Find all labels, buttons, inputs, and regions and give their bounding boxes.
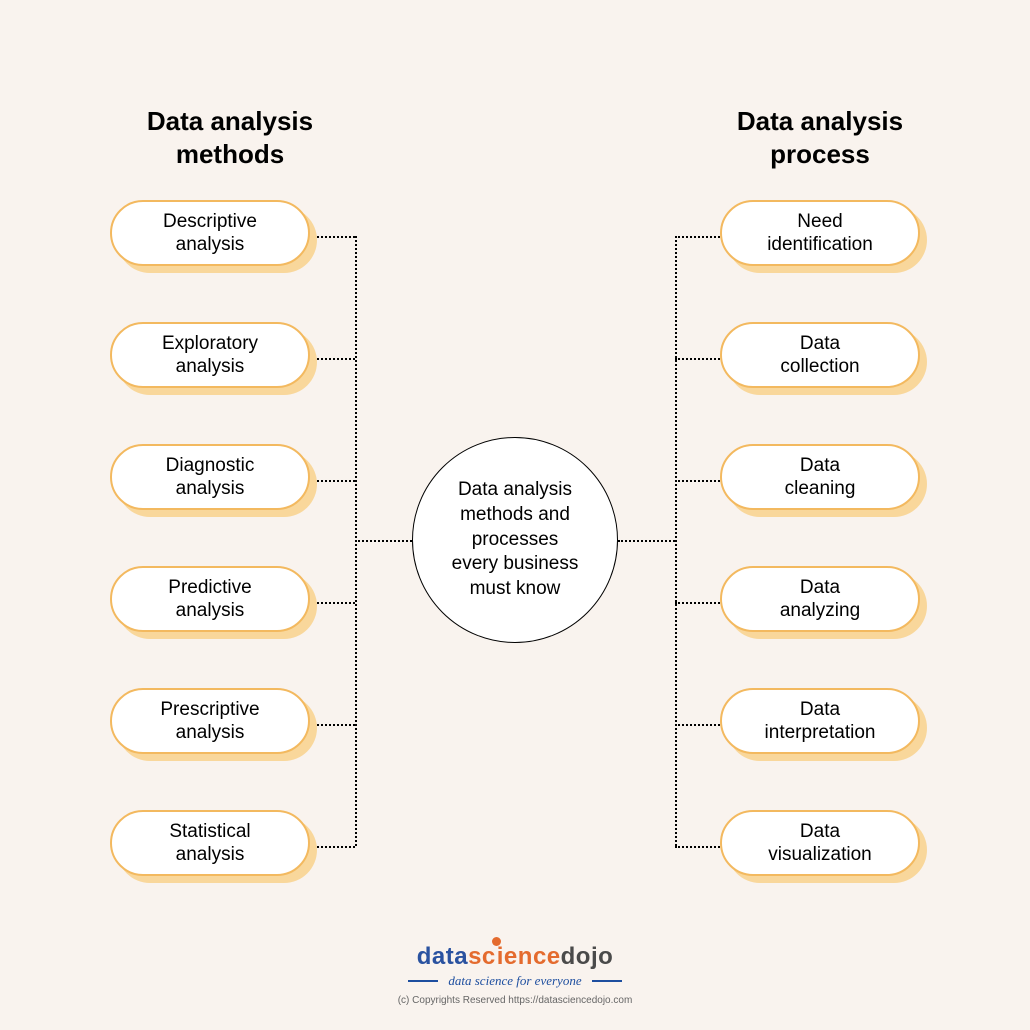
pill-left-5: Statistical analysis [110,810,310,876]
pill-label: Need identification [720,200,920,266]
logo-word-ience: ience [497,943,561,970]
connector-left-stub-1 [317,358,355,360]
connector-right-stub-1 [675,358,720,360]
right-heading: Data analysis process [720,105,920,170]
pill-right-3: Data analyzing [720,566,920,632]
footer: datasciencedojo data science for everyone… [0,943,1030,1006]
logo-word-sc: sc [468,943,496,970]
pill-left-3: Predictive analysis [110,566,310,632]
connector-left-stub-2 [317,480,355,482]
connector-right-stub-3 [675,602,720,604]
pill-left-1: Exploratory analysis [110,322,310,388]
pill-label: Data analyzing [720,566,920,632]
logo-word-dojo: dojo [561,943,614,970]
pill-label: Data cleaning [720,444,920,510]
connector-right-main [618,540,675,542]
copyright: (c) Copyrights Reserved https://datascie… [0,995,1030,1006]
connector-left-stub-5 [317,846,355,848]
pill-label: Exploratory analysis [110,322,310,388]
connector-left-stub-4 [317,724,355,726]
tagline-line-left [408,980,438,982]
connector-right-stub-4 [675,724,720,726]
pill-label: Prescriptive analysis [110,688,310,754]
connector-left-stub-0 [317,236,355,238]
pill-left-2: Diagnostic analysis [110,444,310,510]
pill-label: Diagnostic analysis [110,444,310,510]
connector-right-stub-0 [675,236,720,238]
pill-right-1: Data collection [720,322,920,388]
pill-label: Statistical analysis [110,810,310,876]
center-circle: Data analysis methods and processes ever… [412,437,618,643]
logo-tagline: data science for everyone [0,973,1030,989]
pill-left-0: Descriptive analysis [110,200,310,266]
logo-word-data: data [417,943,468,970]
connector-right-stub-2 [675,480,720,482]
left-heading: Data analysis methods [130,105,330,170]
tagline-text: data science for everyone [448,973,581,989]
connector-left-stub-3 [317,602,355,604]
connector-left-main [355,540,412,542]
pill-label: Data visualization [720,810,920,876]
pill-label: Data interpretation [720,688,920,754]
pill-left-4: Prescriptive analysis [110,688,310,754]
logo-dot-icon [492,937,501,946]
pill-right-5: Data visualization [720,810,920,876]
pill-label: Descriptive analysis [110,200,310,266]
pill-right-2: Data cleaning [720,444,920,510]
connector-right-stub-5 [675,846,720,848]
tagline-line-right [592,980,622,982]
connector-right-trunk [675,236,677,846]
pill-label: Predictive analysis [110,566,310,632]
pill-right-0: Need identification [720,200,920,266]
pill-right-4: Data interpretation [720,688,920,754]
logo: datasciencedojo [0,943,1030,971]
pill-label: Data collection [720,322,920,388]
